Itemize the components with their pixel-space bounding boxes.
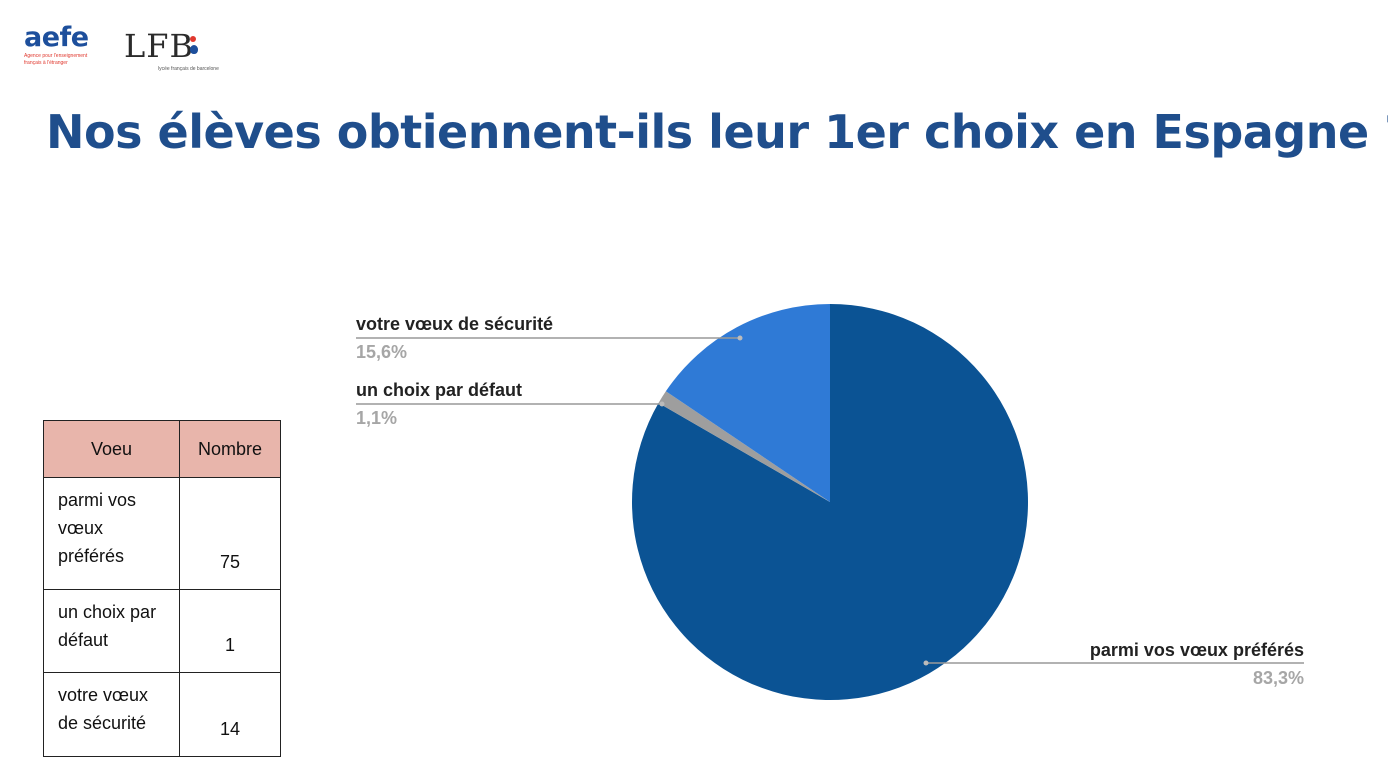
slice-label-2: votre vœux de sécurité (356, 314, 553, 334)
aefe-logo-tagline: Agence pour l'enseignement français à l'… (24, 53, 88, 66)
aefe-logo: aefe Agence pour l'enseignement français… (24, 24, 104, 66)
votes-table: Voeu Nombre parmi vos vœux préférés 75 u… (43, 420, 281, 757)
table-cell-value: 1 (179, 589, 281, 673)
pie-slice-0 (632, 304, 1029, 700)
table-row: votre vœux de sécurité 14 (43, 672, 281, 757)
aefe-logo-brand: aefe (24, 22, 89, 53)
slice-percent-1: 1,1% (356, 408, 397, 428)
pie-slice-2 (665, 304, 830, 502)
table-header-nombre: Nombre (179, 420, 281, 478)
slice-percent-0: 83,3% (1253, 668, 1304, 688)
lfb-logo: LFB lycée français de barcelone (124, 26, 234, 80)
table-header-voeu: Voeu (43, 420, 180, 478)
lfb-logo-dot-blue (190, 45, 198, 54)
lfb-logo-mark: LFB (124, 27, 194, 65)
slice-label-1: un choix par défaut (356, 380, 522, 400)
callout-dot-0 (923, 660, 929, 666)
callout-dot-2 (737, 335, 743, 341)
slice-percent-2: 15,6% (356, 342, 407, 362)
callout-dot-1 (659, 401, 665, 407)
table-cell-label: parmi vos vœux préférés (43, 477, 180, 590)
table-cell-value: 14 (179, 672, 281, 757)
pie-slice-1 (658, 391, 830, 502)
slice-label-0: parmi vos vœux préférés (1090, 640, 1304, 660)
page-title: Nos élèves obtiennent-ils leur 1er choix… (46, 105, 1388, 159)
table-header-row: Voeu Nombre (43, 420, 281, 478)
table-cell-label: votre vœux de sécurité (43, 672, 180, 757)
lfb-logo-dot-red (190, 36, 196, 42)
lfb-logo-tagline: lycée français de barcelone (158, 66, 219, 72)
